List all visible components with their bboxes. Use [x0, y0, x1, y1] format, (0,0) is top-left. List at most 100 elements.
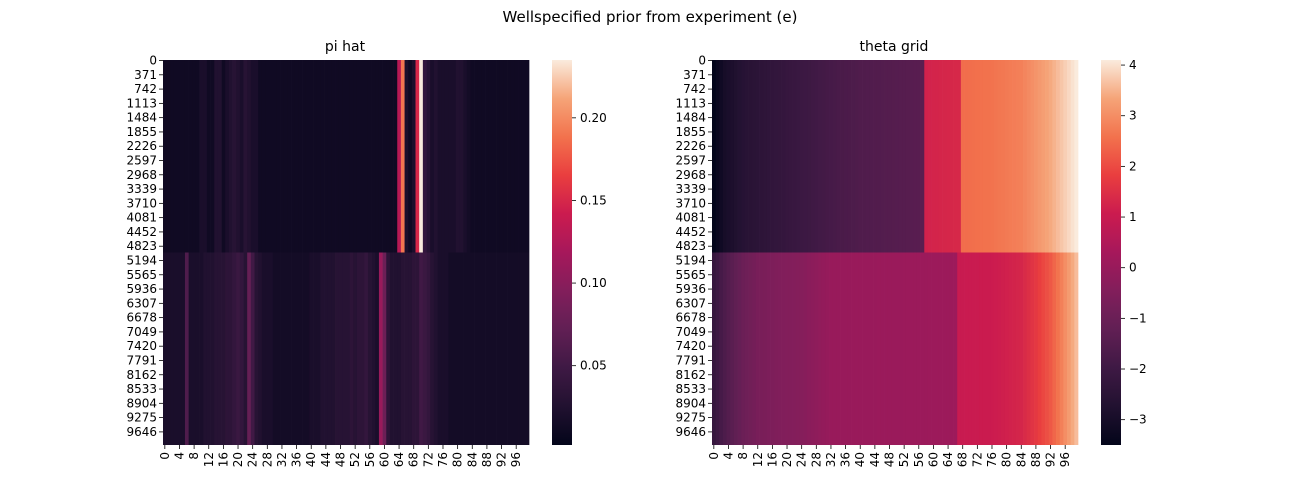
- heatmap-cell: [210, 252, 215, 445]
- heatmap-cell: [1012, 60, 1017, 253]
- heatmap-cell: [474, 60, 479, 253]
- heatmap-cell: [814, 60, 819, 253]
- heatmap-cell: [748, 252, 753, 445]
- heatmap-cell: [448, 60, 453, 253]
- heatmap-cell: [744, 252, 749, 445]
- heatmap-cell: [346, 60, 351, 253]
- y-tick-label: 2597: [675, 154, 706, 168]
- y-tick-label: 3339: [675, 182, 706, 196]
- heatmap-cell: [287, 252, 292, 445]
- heatmap-cell: [477, 252, 482, 445]
- heatmap-cell: [873, 60, 878, 253]
- heatmap-cell: [807, 252, 812, 445]
- heatmap-cell: [938, 252, 943, 445]
- colorbar-tick-label: 0.05: [580, 359, 607, 373]
- colorbar-tick-label: 3: [1129, 109, 1137, 123]
- heatmap-cell: [960, 60, 965, 253]
- heatmap-cell: [880, 60, 885, 253]
- y-tick-label: 4081: [675, 211, 706, 225]
- heatmap-cell: [1056, 60, 1061, 253]
- heatmap-cell: [280, 252, 285, 445]
- heatmap-cell: [968, 252, 973, 445]
- x-tick-label: 72: [970, 452, 984, 467]
- colorbar-tick-label: 0.20: [580, 111, 607, 125]
- heatmap-cell: [843, 60, 848, 253]
- heatmap-cell: [927, 252, 932, 445]
- heatmap-cell: [719, 252, 724, 445]
- heatmap-cell: [254, 252, 259, 445]
- heatmap-cell: [818, 252, 823, 445]
- x-tick-label: 8: [736, 452, 750, 460]
- heatmap-cell: [898, 252, 903, 445]
- heatmap-cell: [400, 60, 405, 253]
- heatmap-cell: [437, 60, 442, 253]
- heatmap-cell: [799, 252, 804, 445]
- heatmap-cell: [320, 60, 325, 253]
- heatmap-cell: [239, 60, 244, 253]
- heatmap-cell: [862, 60, 867, 253]
- heatmap-cell: [884, 252, 889, 445]
- heatmap-cell: [371, 252, 376, 445]
- y-tick-label: 7791: [126, 353, 157, 367]
- heatmap-cell: [814, 252, 819, 445]
- heatmap-cell: [269, 60, 274, 253]
- heatmap-cell: [884, 60, 889, 253]
- heatmap-cell: [163, 252, 168, 445]
- y-tick-label: 7049: [675, 325, 706, 339]
- heatmap-cell: [393, 252, 398, 445]
- heatmap-cell: [763, 252, 768, 445]
- heatmap-cell: [755, 60, 760, 253]
- heatmap-cell: [873, 252, 878, 445]
- heatmap-cell: [338, 60, 343, 253]
- heatmap-cell: [356, 60, 361, 253]
- colorbar-tick-label: 2: [1129, 159, 1137, 173]
- theta-grid-x-ticks: 0 4 8 12 16 20 24 28 32 36 40 44 48 52 56 60 64 68 72 76 80 8…: [707, 445, 1072, 467]
- heatmap-cell: [250, 60, 255, 253]
- heatmap-cell: [173, 252, 178, 445]
- heatmap-cell: [722, 60, 727, 253]
- heatmap-cell: [759, 60, 764, 253]
- colorbar-tick-label: −1: [1129, 311, 1147, 325]
- heatmap-cell: [887, 252, 892, 445]
- heatmap-cell: [433, 60, 438, 253]
- heatmap-cell: [426, 252, 431, 445]
- heatmap-cell: [203, 60, 208, 253]
- heatmap-cell: [946, 60, 951, 253]
- x-tick-label: 0: [158, 452, 172, 460]
- heatmap-cell: [730, 60, 735, 253]
- heatmap-cell: [832, 60, 837, 253]
- y-tick-label: 5194: [675, 253, 706, 267]
- heatmap-cell: [342, 60, 347, 253]
- heatmap-cell: [441, 252, 446, 445]
- x-tick-label: 16: [765, 452, 779, 467]
- pi-hat-colorbar: 0.05 0.10 0.15 0.20: [552, 60, 607, 445]
- y-tick-label: 8533: [675, 382, 706, 396]
- heatmap-cell: [982, 252, 987, 445]
- heatmap-cell: [726, 60, 731, 253]
- heatmap-cell: [891, 252, 896, 445]
- heatmap-cell: [964, 252, 969, 445]
- heatmap-cell: [1056, 252, 1061, 445]
- heatmap-cell: [276, 252, 281, 445]
- heatmap-cell: [492, 60, 497, 253]
- heatmap-cell: [1074, 252, 1079, 445]
- heatmap-cell: [788, 252, 793, 445]
- heatmap-cell: [825, 60, 830, 253]
- y-tick-label: 5194: [126, 253, 157, 267]
- heatmap-cell: [821, 252, 826, 445]
- heatmap-cell: [327, 60, 332, 253]
- y-tick-label: 1855: [126, 125, 157, 139]
- heatmap-cell: [485, 252, 490, 445]
- heatmap-cell: [876, 252, 881, 445]
- heatmap-cell: [364, 60, 369, 253]
- heatmap-cell: [419, 252, 424, 445]
- y-tick-label: 5565: [675, 268, 706, 282]
- heatmap-cell: [455, 60, 460, 253]
- y-tick-label: 4823: [126, 239, 157, 253]
- y-tick-label: 6307: [126, 296, 157, 310]
- heatmap-cell: [777, 60, 782, 253]
- heatmap-cell: [258, 252, 263, 445]
- colorbar-tick-label: 0.15: [580, 193, 607, 207]
- x-tick-label: 92: [1044, 452, 1058, 467]
- x-tick-label: 60: [377, 452, 391, 467]
